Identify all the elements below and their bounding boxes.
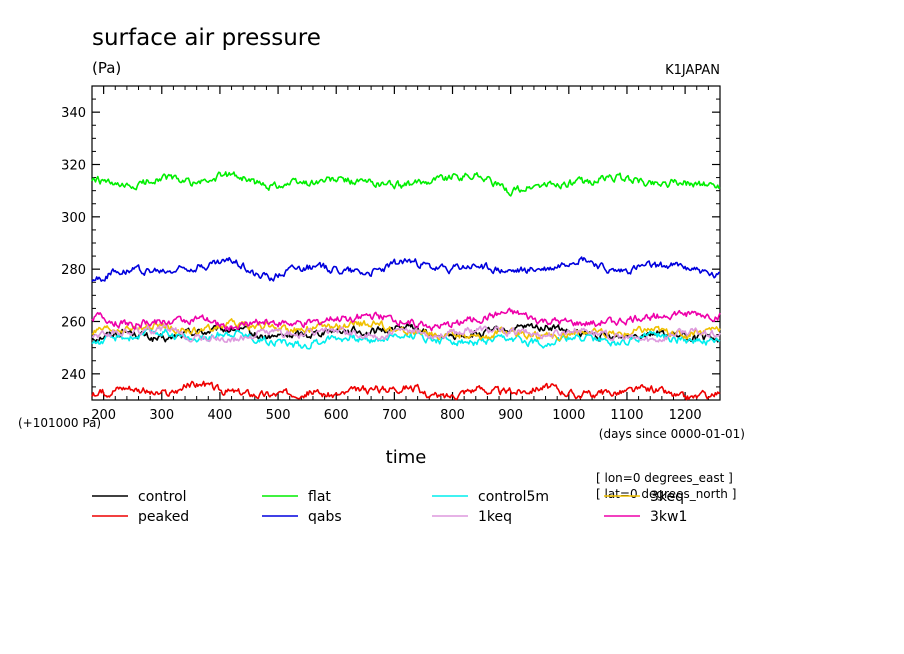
y-tick-label: 240 xyxy=(61,368,86,383)
legend-label-3keq: 3keq xyxy=(650,489,684,505)
legend-label-control5m: control5m xyxy=(478,489,549,505)
y-offset-note: (+101000 Pa) xyxy=(18,416,101,430)
y-tick-label: 260 xyxy=(61,316,86,331)
x-axis-title: time xyxy=(386,447,427,468)
y-tick-label: 300 xyxy=(61,211,86,226)
legend-label-peaked: peaked xyxy=(138,509,189,525)
x-tick-label: 500 xyxy=(266,408,291,423)
y-tick-label: 320 xyxy=(61,159,86,174)
series-lines xyxy=(91,171,721,401)
x-tick-label: 1100 xyxy=(610,408,643,423)
x-tick-label: 1000 xyxy=(552,408,585,423)
series-line-peaked xyxy=(91,380,721,401)
lon-annotation: [ lon=0 degrees_east ] xyxy=(596,471,733,485)
y-tick-label: 340 xyxy=(61,106,86,121)
x-tick-label: 900 xyxy=(498,408,523,423)
y-tick-label: 280 xyxy=(61,263,86,278)
plot-frame xyxy=(91,85,721,401)
legend-label-flat: flat xyxy=(308,489,331,505)
legend-label-control: control xyxy=(138,489,187,505)
x-tick-label: 600 xyxy=(324,408,349,423)
x-tick-label: 700 xyxy=(382,408,407,423)
chart-units: (Pa) xyxy=(92,59,121,77)
series-line-3kw1 xyxy=(91,307,721,332)
legend-label-3kw1: 3kw1 xyxy=(650,509,687,525)
x-units-label: (days since 0000-01-01) xyxy=(599,427,745,441)
axis-ticks xyxy=(92,85,721,401)
dataset-label: K1JAPAN xyxy=(665,63,720,78)
lat-annotation: [ lat=0 degrees_north ] xyxy=(596,487,736,501)
x-tick-label: 1200 xyxy=(669,408,702,423)
legend-label-qabs: qabs xyxy=(308,509,342,525)
legend: control flat control5m 3keq peaked qabs 1keq 3k… xyxy=(92,489,687,525)
legend-label-1keq: 1keq xyxy=(478,509,512,525)
chart-title: surface air pressure xyxy=(92,25,321,51)
x-tick-label: 400 xyxy=(208,408,233,423)
series-line-1keq xyxy=(91,324,721,344)
x-tick-label: 300 xyxy=(149,408,174,423)
axis-tick-labels: 240 260 280 300 320 340 200 300 400 500 600 700 800 9… xyxy=(61,106,701,423)
x-tick-label: 800 xyxy=(440,408,465,423)
series-line-flat xyxy=(91,171,721,197)
x-tick-label: 200 xyxy=(91,408,116,423)
series-line-qabs xyxy=(91,256,721,283)
